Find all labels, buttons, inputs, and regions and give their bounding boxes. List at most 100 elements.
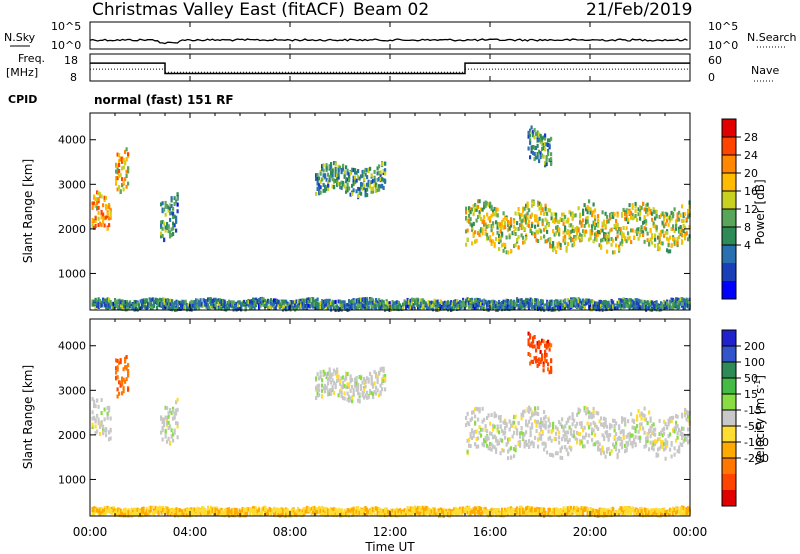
echo-cell [334, 304, 337, 309]
echo-cell [162, 508, 165, 513]
echo-cell [267, 299, 270, 303]
echo-cell [157, 302, 160, 307]
echo-cell [604, 211, 607, 216]
echo-cell [442, 301, 445, 306]
echo-cell [600, 303, 603, 308]
echo-cell [142, 506, 145, 511]
echo-cell [118, 509, 121, 514]
echo-cell [454, 512, 457, 517]
echo-cell [663, 305, 666, 310]
echo-cell [631, 301, 634, 306]
echo-cell [628, 507, 631, 512]
echo-cell [175, 219, 178, 224]
echo-cell [610, 298, 613, 303]
echo-cell [170, 204, 173, 208]
echo-cell [583, 229, 586, 234]
echo-cell [663, 217, 666, 222]
echo-cell [123, 306, 126, 311]
echo-cell [451, 302, 454, 307]
echo-cell [553, 217, 556, 222]
echo-cell [573, 303, 576, 307]
echo-cell [672, 212, 675, 216]
echo-cell [480, 228, 483, 233]
echo-cell [544, 136, 547, 141]
echo-cell [501, 509, 504, 514]
echo-cell [619, 229, 622, 234]
echo-cell [169, 217, 172, 222]
echo-cell [417, 505, 420, 510]
echo-cell [361, 173, 364, 178]
echo-cell [103, 507, 106, 512]
echo-cell [153, 510, 156, 515]
echo-cell [684, 225, 687, 230]
echo-cell [438, 302, 441, 307]
echo-cell [207, 303, 210, 308]
echo-cell [125, 174, 128, 178]
echo-cell [399, 508, 402, 513]
echo-cell [249, 512, 252, 517]
echo-cell [173, 196, 176, 201]
echo-cell [161, 201, 164, 206]
echo-cell [301, 509, 304, 514]
echo-cell [175, 511, 178, 516]
echo-cell [474, 203, 477, 207]
echo-cell [274, 511, 277, 516]
echo-cell [123, 304, 126, 308]
echo-cell [241, 508, 244, 513]
echo-cell [475, 207, 478, 212]
echo-cell [127, 510, 130, 515]
echo-cell [310, 303, 313, 308]
echo-cell [340, 512, 343, 517]
echo-cell [550, 162, 553, 166]
echo-cell [375, 188, 378, 193]
echo-cell [154, 509, 157, 514]
echo-cell [384, 511, 387, 515]
echo-cell [406, 300, 409, 305]
echo-cell [555, 510, 558, 515]
echo-cell [349, 509, 352, 514]
echo-cell [637, 230, 640, 234]
echo-cell [546, 219, 549, 224]
echo-cell [196, 298, 199, 303]
echo-cell [460, 302, 463, 307]
echo-cell [541, 507, 544, 512]
echo-cell [484, 510, 487, 515]
echo-cell [672, 297, 675, 302]
echo-cell [117, 304, 120, 309]
echo-cell [595, 306, 598, 310]
echo-cell [663, 303, 666, 308]
echo-cell [621, 512, 624, 516]
echo-cell [481, 299, 484, 304]
echo-cell [115, 162, 118, 167]
echo-cell [252, 304, 255, 308]
echo-cell [352, 178, 355, 183]
echo-cell [439, 299, 442, 304]
echo-cell [529, 301, 532, 306]
echo-cell [148, 299, 151, 304]
echo-cell [561, 212, 564, 217]
echo-cell [358, 510, 361, 515]
echo-cell [399, 511, 402, 516]
echo-cell [286, 304, 289, 309]
echo-cell [522, 240, 525, 245]
echo-cell [535, 305, 538, 309]
echo-cell [564, 298, 567, 303]
echo-cell [607, 219, 610, 224]
echo-cell [195, 306, 198, 311]
echo-cell [538, 228, 541, 233]
echo-cell [210, 301, 213, 306]
echo-cell [492, 221, 495, 226]
echo-cell [252, 510, 255, 515]
echo-cell [328, 175, 331, 180]
echo-cell [502, 225, 505, 230]
echo-cell [513, 306, 516, 311]
echo-cell [508, 300, 511, 305]
echo-cell [585, 301, 588, 306]
echo-cell [339, 185, 342, 190]
echo-cell [568, 234, 571, 239]
echo-cell [265, 511, 268, 516]
echo-cell [166, 225, 169, 230]
echo-cell [519, 215, 522, 220]
echo-cell [471, 305, 474, 310]
echo-cell [322, 182, 325, 187]
